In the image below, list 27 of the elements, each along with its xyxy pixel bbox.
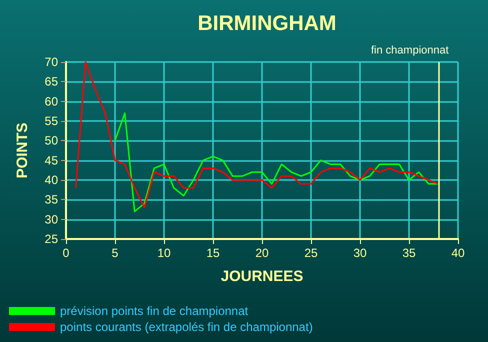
x-tick-label: 15	[206, 246, 220, 260]
y-tick-label: 65	[44, 74, 58, 89]
x-tick-label: 25	[304, 246, 318, 260]
y-tick-label: 60	[44, 94, 58, 108]
y-tick-label: 50	[44, 134, 58, 148]
x-tick-label: 40	[451, 246, 465, 260]
line-series	[114, 112, 440, 212]
legend-label: prévision points fin de championnat	[60, 304, 249, 318]
y-axis-title: POINTS	[14, 122, 31, 178]
legend-label: points courants (extrapolés fin de championnat)	[60, 320, 313, 334]
y-tick-label: 45	[44, 153, 58, 168]
y-tick-label: 35	[44, 192, 58, 207]
y-tick-label: 70	[44, 55, 58, 69]
x-axis-title: JOURNEES	[220, 268, 304, 285]
y-tick-label: 55	[44, 114, 58, 128]
x-tick-label: 5	[112, 246, 119, 260]
x-tick-label: 10	[157, 246, 171, 260]
x-tick-label: 20	[255, 246, 269, 260]
x-tick-label: 30	[353, 246, 367, 260]
y-tick-label: 30	[44, 212, 58, 226]
chart-title: BIRMINGHAM	[198, 12, 336, 35]
y-tick-label: 25	[44, 232, 58, 246]
x-tick-label: 35	[402, 246, 416, 260]
line-series	[75, 61, 440, 208]
x-tick-label: 0	[62, 246, 70, 260]
chart-subtitle: fin championnat	[371, 44, 449, 56]
y-tick-label: 40	[44, 173, 58, 187]
